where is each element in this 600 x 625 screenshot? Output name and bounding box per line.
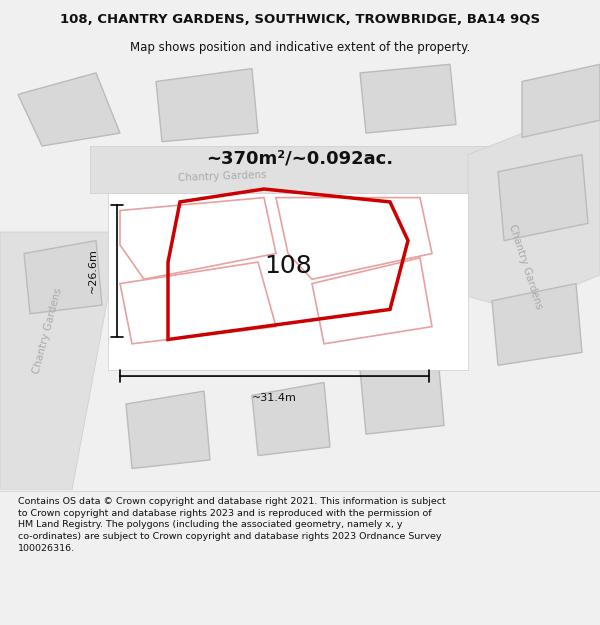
Text: Chantry Gardens: Chantry Gardens (32, 287, 64, 375)
Polygon shape (360, 357, 444, 434)
Polygon shape (18, 73, 120, 146)
Polygon shape (156, 69, 258, 142)
Text: Chantry Gardens: Chantry Gardens (178, 169, 266, 182)
Text: 108: 108 (264, 254, 312, 278)
Polygon shape (24, 241, 102, 314)
Text: 108, CHANTRY GARDENS, SOUTHWICK, TROWBRIDGE, BA14 9QS: 108, CHANTRY GARDENS, SOUTHWICK, TROWBRI… (60, 13, 540, 26)
Polygon shape (498, 154, 588, 241)
Polygon shape (468, 103, 600, 309)
Polygon shape (126, 391, 210, 469)
Text: Contains OS data © Crown copyright and database right 2021. This information is : Contains OS data © Crown copyright and d… (18, 497, 446, 553)
Text: Map shows position and indicative extent of the property.: Map shows position and indicative extent… (130, 41, 470, 54)
Polygon shape (360, 64, 456, 133)
Polygon shape (90, 146, 492, 193)
Text: ~26.6m: ~26.6m (88, 248, 98, 293)
Text: Chantry Gardens: Chantry Gardens (506, 222, 544, 310)
Polygon shape (108, 193, 468, 369)
Polygon shape (522, 64, 600, 138)
Polygon shape (252, 382, 330, 456)
Polygon shape (492, 284, 582, 365)
Text: ~370m²/~0.092ac.: ~370m²/~0.092ac. (206, 150, 394, 168)
Text: ~31.4m: ~31.4m (252, 392, 297, 402)
Polygon shape (0, 232, 120, 490)
